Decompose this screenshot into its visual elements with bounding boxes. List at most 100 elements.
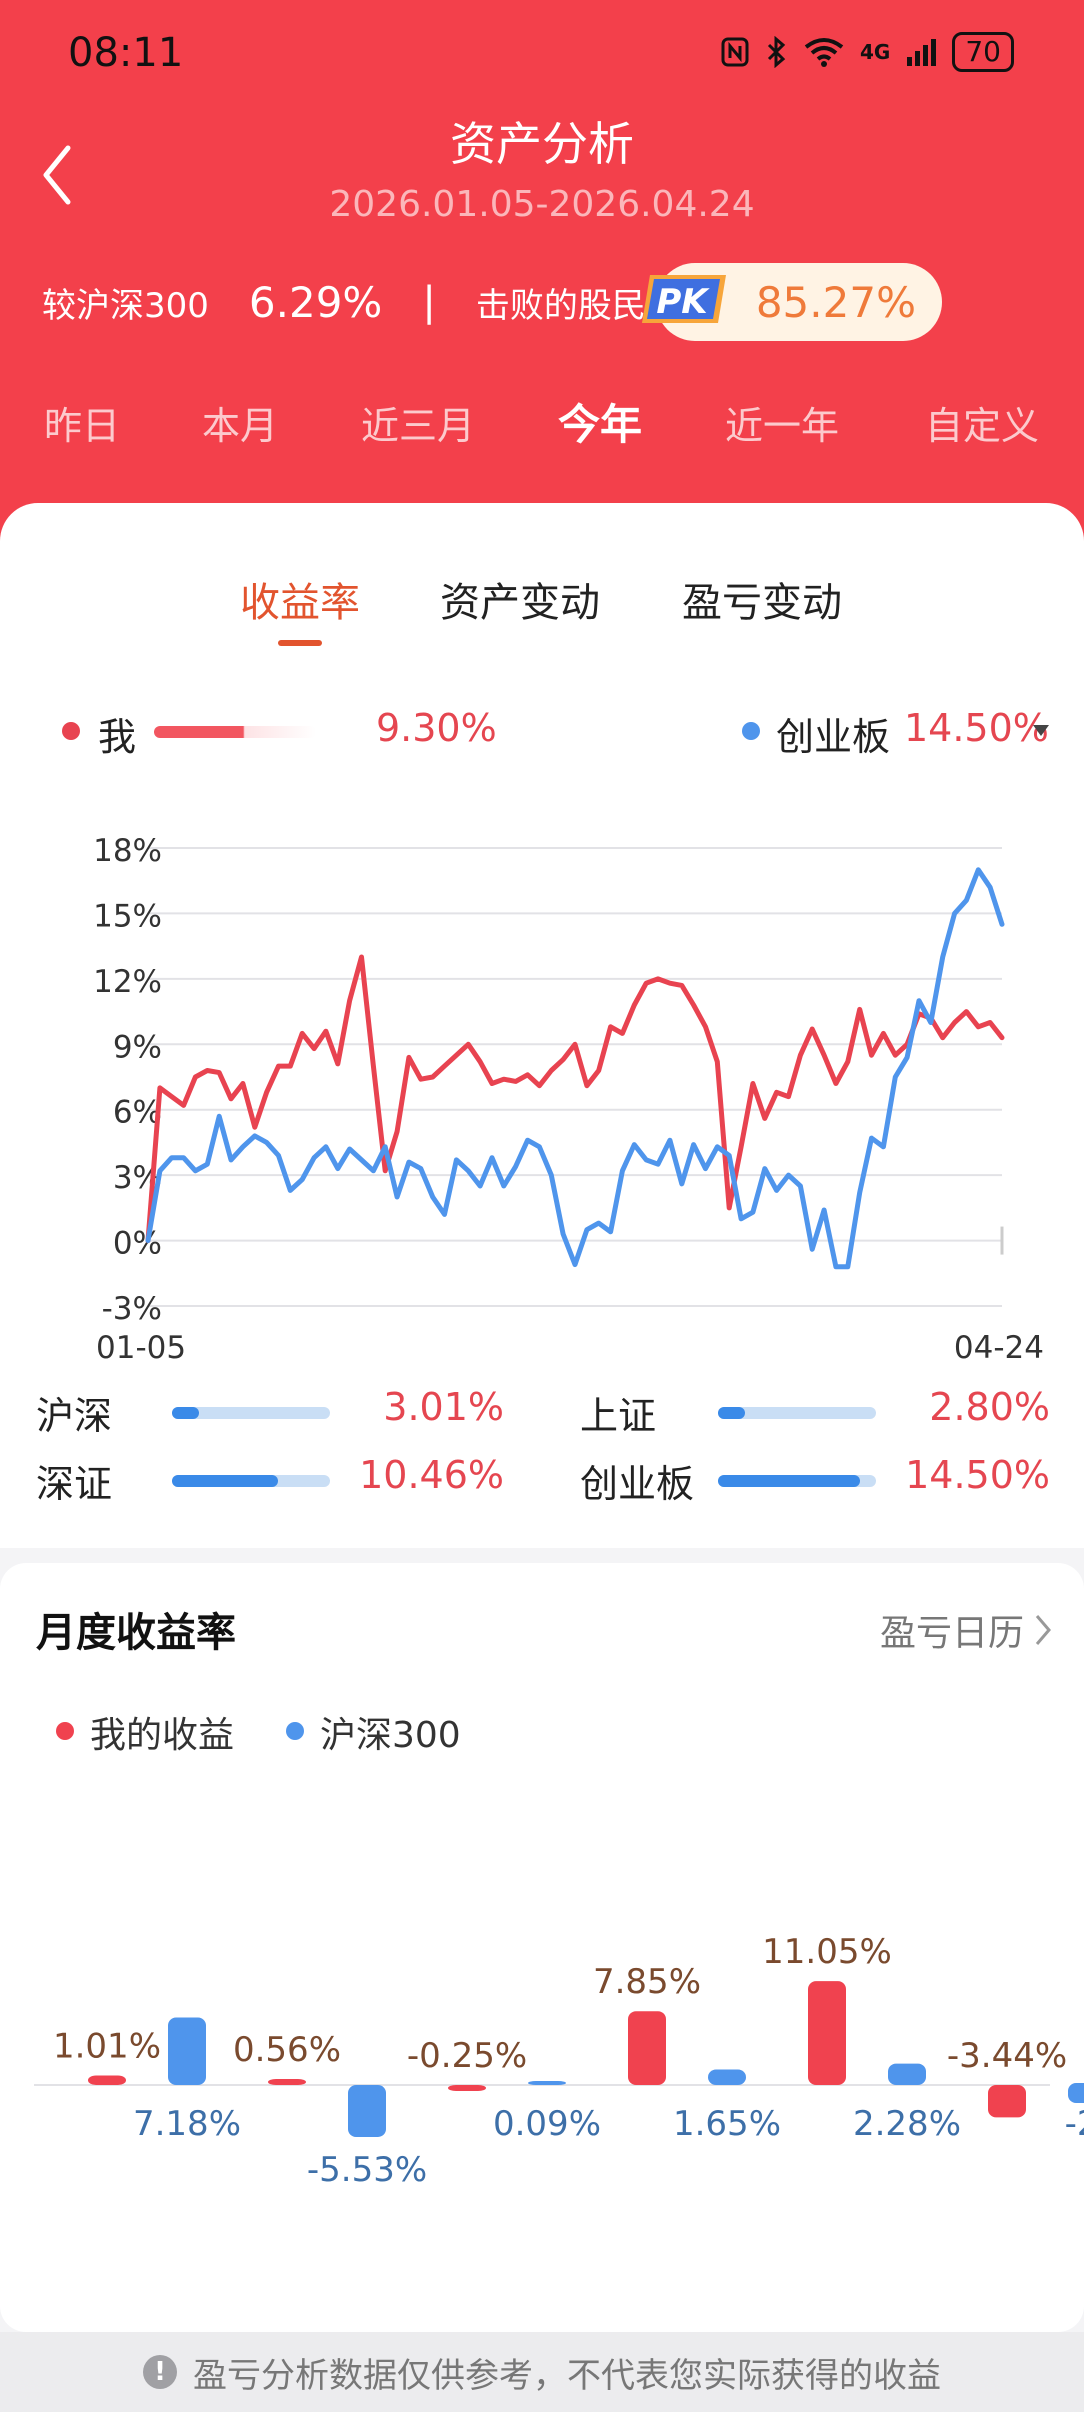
- benchmark-label[interactable]: 创业板: [776, 715, 891, 759]
- tab-asset-change[interactable]: 资产变动: [440, 580, 600, 626]
- pk-badge-icon: PK: [641, 275, 726, 323]
- index-value-hushen: 3.01%: [383, 1385, 504, 1429]
- x-label-start: 01-05: [96, 1330, 186, 1366]
- chevron-right-icon: [1035, 1615, 1051, 1645]
- return-line-chart[interactable]: 18%15%12%9%6%3%0%-3%01-05 04-24: [0, 800, 1084, 1370]
- index-name-shenzheng: 深证: [36, 1462, 113, 1506]
- y-tick-label: -3%: [102, 1291, 162, 1327]
- bar-hs300: [708, 2069, 746, 2085]
- bar-mine: [88, 2075, 126, 2085]
- wifi-icon: [804, 38, 844, 67]
- benchmark-value[interactable]: 14.50%: [904, 706, 1049, 750]
- battery-icon: 70: [952, 32, 1014, 72]
- caret-down-icon[interactable]: [1032, 724, 1050, 738]
- y-tick-label: 0%: [113, 1226, 162, 1262]
- my-series-label: 我: [98, 715, 137, 759]
- tab-last-three-months[interactable]: 近三月: [360, 404, 476, 448]
- bar-label-mine: 7.85%: [593, 1962, 701, 2002]
- signal-icon: [907, 39, 937, 66]
- status-icons: 4G 70: [720, 32, 1014, 72]
- y-tick-label: 15%: [93, 898, 162, 934]
- index-bar-fill-shangzheng: [718, 1407, 745, 1419]
- back-icon[interactable]: [34, 140, 84, 210]
- index-value-shangzheng: 2.80%: [929, 1385, 1050, 1429]
- index-bar-fill-hushen: [172, 1407, 199, 1419]
- tab-this-month[interactable]: 本月: [201, 404, 279, 448]
- status-time: 08:11: [68, 30, 184, 76]
- index-name-chuangyeban: 创业板: [580, 1462, 695, 1506]
- bar-mine: [628, 2011, 666, 2085]
- summary-row: 较沪深300 6.29% | 击败的股民 PK 85.27%: [42, 263, 942, 341]
- y-tick-label: 9%: [113, 1029, 162, 1065]
- my-series-dot: [62, 722, 80, 740]
- bar-mine: [268, 2079, 306, 2085]
- bar-label-hs300: -5.53%: [307, 2150, 427, 2190]
- index-value-shenzheng: 10.46%: [359, 1453, 504, 1497]
- y-tick-label: 18%: [93, 833, 162, 869]
- benchmark-return-line: [145, 867, 1005, 1270]
- network-type: 4G: [860, 40, 891, 64]
- index-name-shangzheng: 上证: [580, 1394, 657, 1438]
- index-value-chuangyeban: 14.50%: [905, 1453, 1050, 1497]
- pk-badge-text: PK: [656, 282, 710, 322]
- bluetooth-icon: [767, 36, 786, 68]
- index-bar-fill-chuangyeban: [718, 1475, 861, 1487]
- bar-mine: [808, 1981, 846, 2085]
- bar-hs300: [1068, 2083, 1084, 2103]
- chart-legend: 我 9.30% 创业板 14.50%: [0, 700, 1084, 760]
- info-icon: !: [143, 2355, 177, 2389]
- index-bar-shangzheng: [718, 1407, 876, 1419]
- mine-legend-dot: [56, 1722, 74, 1740]
- tab-profit-change[interactable]: 盈亏变动: [682, 580, 842, 626]
- tab-this-year[interactable]: 今年: [557, 400, 643, 449]
- bar-mine: [988, 2085, 1026, 2118]
- bar-label-mine: 11.05%: [762, 1932, 892, 1972]
- bar-label-mine: -0.25%: [407, 2036, 527, 2076]
- index-bar-chuangyeban: [718, 1475, 876, 1487]
- index-bar-hushen: [172, 1407, 330, 1419]
- bar-hs300: [168, 2017, 206, 2085]
- bar-label-hs300: 1.65%: [673, 2104, 781, 2144]
- index-bar-shenzheng: [172, 1475, 330, 1487]
- bar-label-mine: 1.01%: [53, 2027, 161, 2067]
- monthly-bar-chart[interactable]: 1.01% 7.18% 0.56% -5.53% -0.25% 0.09% 7.85% 1.6…: [0, 1800, 1084, 2220]
- profit-calendar-link[interactable]: 盈亏日历: [880, 1604, 1052, 1656]
- disclaimer-text: 盈亏分析数据仅供参考，不代表您实际获得的收益: [193, 2355, 941, 2396]
- bar-label-hs300: -2.: [1065, 2104, 1084, 2144]
- bar-mine: [448, 2085, 486, 2091]
- period-tabs: 昨日 本月 近三月 今年 近一年 自定义: [0, 395, 1084, 465]
- tab-custom[interactable]: 自定义: [924, 404, 1040, 448]
- footer-disclaimer: ! 盈亏分析数据仅供参考，不代表您实际获得的收益: [0, 2332, 1084, 2412]
- my-series-value: 9.30%: [376, 706, 497, 750]
- tab-return-rate[interactable]: 收益率: [240, 580, 360, 626]
- bar-hs300: [888, 2063, 926, 2085]
- index-bar-fill-shenzheng: [172, 1475, 278, 1487]
- y-tick-label: 6%: [113, 1095, 162, 1131]
- monthly-title: 月度收益率: [36, 1610, 236, 1656]
- compare-label: 较沪深300: [42, 285, 209, 326]
- my-series-bar: [154, 726, 316, 738]
- my-return-line: [145, 954, 1005, 1244]
- index-name-hushen: 沪深: [36, 1394, 113, 1438]
- bar-label-hs300: 0.09%: [493, 2104, 601, 2144]
- bar-hs300: [528, 2081, 566, 2085]
- bar-label-hs300: 2.28%: [853, 2104, 961, 2144]
- nfc-icon: [721, 37, 749, 67]
- beat-label: 击败的股民: [475, 285, 646, 326]
- hs300-legend-label: 沪深300: [320, 1715, 461, 1756]
- date-range: 2026.01.05-2026.04.24: [329, 184, 755, 225]
- calendar-link-label: 盈亏日历: [879, 1613, 1024, 1654]
- pk-pill[interactable]: PK 85.27%: [641, 263, 942, 341]
- tab-last-year[interactable]: 近一年: [724, 404, 840, 448]
- tab-yesterday[interactable]: 昨日: [43, 404, 121, 448]
- bar-hs300: [348, 2085, 386, 2137]
- benchmark-dot: [742, 722, 760, 740]
- y-tick-label: 12%: [93, 964, 162, 1000]
- monthly-return-card: [0, 1563, 1084, 2332]
- beat-value: 85.27%: [755, 277, 916, 327]
- summary-separator: |: [422, 279, 436, 325]
- bar-label-hs300: 7.18%: [133, 2104, 241, 2144]
- hs300-legend-dot: [286, 1722, 304, 1740]
- page-title: 资产分析: [450, 117, 634, 171]
- mine-legend-label: 我的收益: [90, 1715, 235, 1756]
